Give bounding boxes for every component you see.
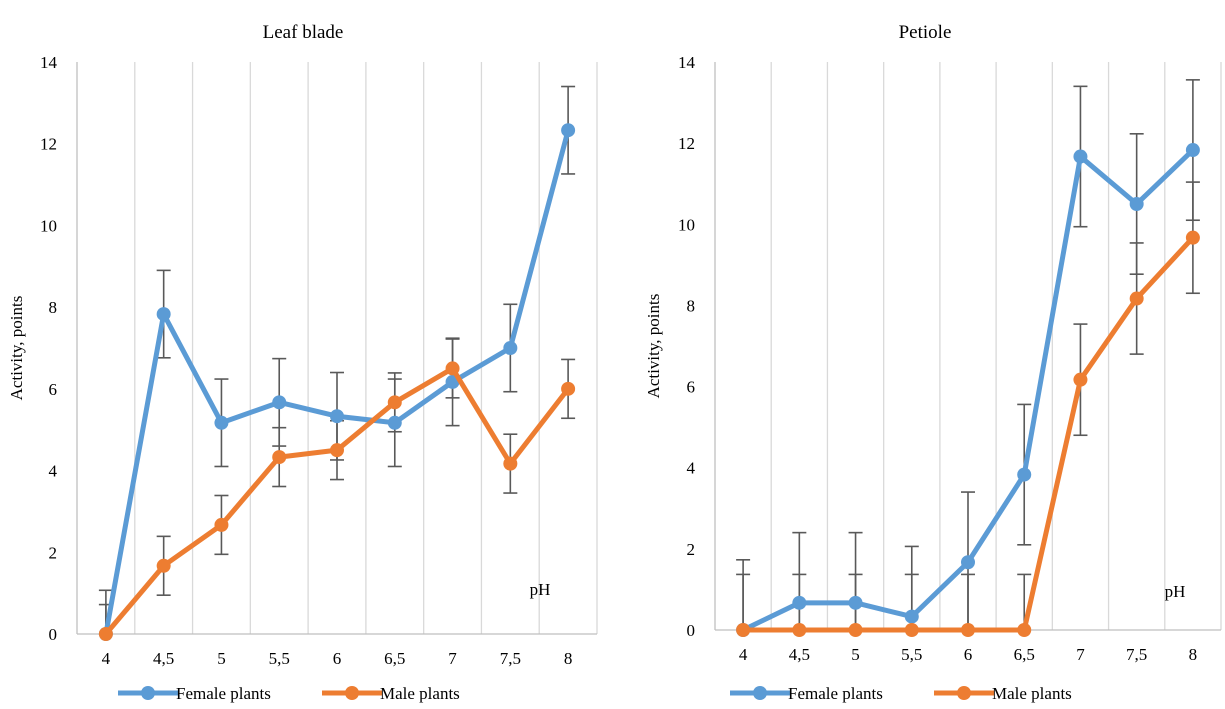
data-point-male-plants bbox=[736, 623, 751, 637]
x-tick-label: 7,5 bbox=[500, 649, 521, 668]
x-tick-label: 6 bbox=[964, 645, 973, 664]
data-point-female-plants bbox=[503, 341, 518, 355]
x-tick-label: 4,5 bbox=[153, 649, 174, 668]
data-point-female-plants bbox=[156, 307, 171, 322]
data-point-male-plants bbox=[1073, 372, 1088, 387]
x-tick-label: 8 bbox=[1189, 645, 1198, 664]
legend-item-male-plants: Male plants bbox=[322, 684, 460, 703]
data-point-male-plants bbox=[214, 517, 229, 532]
x-tick-label: 7 bbox=[448, 649, 457, 668]
y-tick-label: 2 bbox=[49, 543, 58, 562]
data-point-female-plants bbox=[792, 595, 807, 610]
y-tick-label: 0 bbox=[49, 625, 58, 644]
data-point-female-plants bbox=[1129, 197, 1144, 211]
data-point-male-plants bbox=[1185, 230, 1200, 245]
petiole-chart-svg: Petiole 0 2 4 6 8 10 12 14 4 4,5 5 5,5 6 6,5 7 7,5 8 Activ… bbox=[644, 22, 1222, 703]
data-point-female-plants bbox=[961, 555, 975, 570]
y-axis-title: Activity, points bbox=[7, 296, 26, 401]
y-tick-label: 4 bbox=[49, 462, 58, 481]
error-bars-female-plants bbox=[736, 79, 1200, 630]
legend-marker bbox=[753, 686, 767, 700]
x-tick-label: 4 bbox=[102, 649, 111, 668]
y-tick-label: 12 bbox=[40, 135, 57, 154]
data-point-male-plants bbox=[1017, 623, 1032, 637]
y-tick-label: 14 bbox=[678, 53, 696, 72]
x-tick-label: 4,5 bbox=[789, 645, 810, 664]
data-point-female-plants bbox=[1017, 467, 1032, 482]
data-point-female-plants bbox=[848, 595, 863, 610]
y-tick-label: 2 bbox=[687, 540, 696, 559]
x-tick-label: 8 bbox=[564, 649, 573, 668]
y-tick-label: 4 bbox=[687, 459, 696, 478]
ph-annotation: pH bbox=[530, 580, 551, 599]
data-point-female-plants bbox=[1185, 143, 1200, 158]
petiole-chart: Petiole 0 2 4 6 8 10 12 14 4 4,5 5 5,5 6 6,5 7 7,5 8 Activ… bbox=[612, 0, 1225, 709]
y-tick-label: 0 bbox=[687, 621, 696, 640]
data-point-male-plants bbox=[904, 623, 919, 637]
data-point-male-plants bbox=[561, 381, 576, 396]
legend-label: Male plants bbox=[992, 684, 1072, 703]
legend-label: Female plants bbox=[788, 684, 883, 703]
x-tick-label: 5 bbox=[851, 645, 860, 664]
y-tick-label: 6 bbox=[49, 380, 58, 399]
x-tick-label: 5,5 bbox=[901, 645, 922, 664]
x-tick-label: 5,5 bbox=[269, 649, 290, 668]
y-tick-label: 8 bbox=[49, 298, 58, 317]
data-point-male-plants bbox=[848, 623, 863, 637]
legend-item-female-plants: Female plants bbox=[118, 684, 271, 703]
y-tick-label: 14 bbox=[40, 53, 58, 72]
x-tick-label: 6,5 bbox=[384, 649, 405, 668]
legend-marker bbox=[141, 686, 155, 700]
legend-marker bbox=[957, 686, 971, 700]
data-point-male-plants bbox=[156, 558, 171, 573]
data-point-female-plants bbox=[214, 415, 229, 430]
y-axis-title: Activity, points bbox=[644, 294, 663, 399]
legend-label: Male plants bbox=[380, 684, 460, 703]
y-tick-label: 10 bbox=[40, 216, 57, 235]
data-point-female-plants bbox=[561, 123, 576, 138]
data-point-female-plants bbox=[904, 609, 919, 624]
x-tick-label: 7,5 bbox=[1126, 645, 1147, 664]
ph-annotation: pH bbox=[1165, 582, 1186, 601]
data-point-female-plants bbox=[1073, 149, 1088, 164]
data-point-male-plants bbox=[1129, 291, 1144, 306]
data-point-male-plants bbox=[387, 395, 402, 410]
data-point-female-plants bbox=[272, 395, 287, 410]
error-bars-female-plants bbox=[98, 85, 576, 634]
leaf-blade-chart-svg: Leaf blade 0 2 4 6 8 10 12 14 4 4,5 5 5,5 6 6,5 7 7,5 8 Ac… bbox=[7, 22, 598, 703]
data-point-male-plants bbox=[330, 443, 344, 458]
data-point-female-plants bbox=[330, 409, 344, 424]
y-tick-label: 6 bbox=[687, 378, 696, 397]
y-tick-label: 12 bbox=[678, 134, 695, 153]
data-point-male-plants bbox=[272, 450, 287, 465]
leaf-blade-chart: Leaf blade 0 2 4 6 8 10 12 14 4 4,5 5 5,5 6 6,5 7 7,5 8 Ac… bbox=[0, 0, 612, 709]
data-point-female-plants bbox=[387, 415, 402, 430]
legend-item-male-plants: Male plants bbox=[934, 684, 1072, 703]
x-tick-label: 4 bbox=[739, 645, 748, 664]
chart-title: Leaf blade bbox=[263, 22, 344, 43]
data-point-male-plants bbox=[961, 623, 975, 637]
x-tick-label: 5 bbox=[217, 649, 226, 668]
data-point-male-plants bbox=[792, 623, 807, 637]
legend-item-female-plants: Female plants bbox=[730, 684, 883, 703]
x-tick-label: 7 bbox=[1076, 645, 1085, 664]
data-point-male-plants bbox=[445, 361, 460, 376]
x-tick-label: 6 bbox=[333, 649, 342, 668]
legend-marker bbox=[345, 686, 359, 700]
chart-title: Petiole bbox=[899, 22, 952, 43]
x-tick-label: 6,5 bbox=[1014, 645, 1035, 664]
y-tick-label: 10 bbox=[678, 215, 695, 234]
y-tick-label: 8 bbox=[687, 296, 696, 315]
data-point-male-plants bbox=[503, 456, 518, 471]
data-point-male-plants bbox=[98, 627, 113, 641]
legend-label: Female plants bbox=[176, 684, 271, 703]
